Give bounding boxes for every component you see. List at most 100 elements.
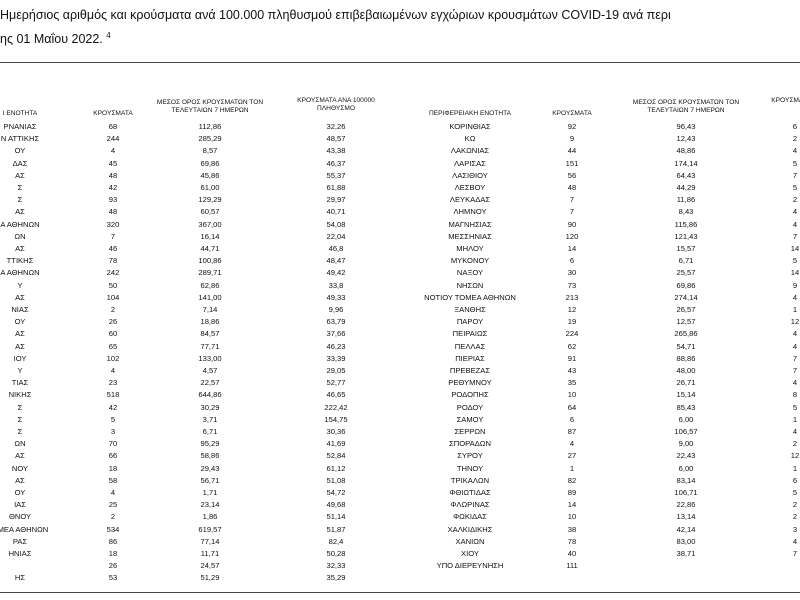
cell-value: 32,33: [326, 561, 346, 571]
cell-value: 46: [108, 244, 118, 253]
cell-value: 7: [792, 549, 798, 558]
cell-value: 4: [792, 341, 798, 351]
cell-value: 644,86: [198, 390, 222, 400]
region-name: ΤΡΙΚΑΛΩΝ: [450, 475, 490, 485]
cell-value: 534: [106, 524, 120, 534]
cell-value: 518: [106, 390, 120, 400]
region-name: ΤΗΝΟΥ: [456, 463, 484, 473]
cell-value: 95,29: [200, 439, 220, 449]
cell-value: 4: [792, 427, 798, 436]
cell-value: 6,71: [678, 256, 694, 266]
cell-value: 87: [567, 427, 577, 436]
rule: [0, 62, 800, 63]
cell-value: 1,71: [202, 488, 218, 497]
cell-value: 6: [792, 122, 798, 131]
cell-value: 174,14: [674, 158, 698, 168]
cell-value: 52,77: [326, 378, 346, 388]
region-name: Ν ΑΤΤΙΚΗΣ: [0, 134, 40, 144]
cell-value: 102: [106, 353, 120, 363]
column-header: ΜΕΣΟΣ ΟΡΟΣ ΚΡΟΥΣΜΑΤΩΝ ΤΟΝ ΤΕΛΕΥΤΑΙΩΝ 7 Η…: [156, 99, 264, 114]
region-name: ΟΜΕΑ ΑΘΗΝΩΝ: [0, 524, 49, 534]
region-name: ΦΩΚΙΔΑΣ: [453, 512, 487, 522]
cell-value: 5: [792, 158, 798, 168]
cell-value: 29,05: [326, 366, 346, 375]
cell-value: 32,26: [326, 122, 346, 131]
cell-value: 14: [567, 244, 577, 253]
title: Ημερήσιος αριθμός και κρούσματα ανά 100.…: [0, 8, 671, 22]
cell-value: 29,97: [326, 195, 346, 205]
cell-value: 111: [566, 561, 578, 571]
region-name: ΝΗΣΩΝ: [456, 280, 484, 290]
region-name: ΞΑΝΘΗΣ: [454, 305, 486, 314]
cell-value: 30,36: [326, 427, 346, 436]
cell-value: 285,29: [198, 134, 222, 144]
cell-value: 41,69: [326, 439, 346, 449]
cell-value: 90: [567, 219, 577, 229]
cell-value: 46,23: [326, 341, 346, 351]
cell-value: 33,39: [326, 353, 346, 363]
cell-value: 7: [792, 353, 798, 363]
region-name: ΟΥ: [14, 146, 26, 156]
region-name: ΑΣ: [15, 207, 25, 217]
region-name: ΟΥ: [14, 488, 26, 497]
cell-value: 9,00: [678, 439, 694, 449]
region-name: ΝΑΞΟΥ: [456, 268, 484, 278]
region-name: ΠΙΕΡΙΑΣ: [455, 353, 485, 363]
title-line: ης 01 Μαΐου 2022.: [0, 32, 103, 47]
cell-value: 27: [567, 451, 577, 461]
cell-value: 224: [565, 329, 579, 339]
column-header: ΚΡΟΥΣΜΑΤΑ: [93, 110, 133, 117]
column-header: ΚΡΟΥΣΜΑΤΑ: [552, 110, 592, 117]
cell-value: 60,57: [200, 207, 220, 217]
cell-value: 8: [792, 390, 798, 400]
region-name: ΠΕΙΡΑΙΩΣ: [452, 329, 488, 339]
region-name: ΤΤΙΚΗΣ: [6, 256, 34, 266]
cell-value: 141,00: [198, 292, 222, 302]
cell-value: 6: [569, 256, 575, 266]
region-name: ΚΩ: [464, 134, 476, 144]
region-name: Α ΑΘΗΝΩΝ: [0, 219, 40, 229]
region-name: Α ΑΘΗΝΩΝ: [0, 268, 40, 278]
cell-value: 6,71: [202, 427, 218, 436]
region-name: ΛΑΣΙΘΙΟΥ: [452, 170, 488, 180]
cell-value: 2: [792, 500, 798, 510]
cell-value: 5: [792, 402, 798, 412]
cell-value: 78: [108, 256, 118, 266]
cell-value: 78: [567, 536, 577, 546]
region-name: ΚΟΡΙΝΘΙΑΣ: [449, 122, 491, 131]
cell-value: 1: [792, 305, 798, 314]
cell-value: 61,88: [326, 183, 346, 192]
cell-value: 4: [110, 488, 116, 497]
region-name: ΣΕΡΡΩΝ: [454, 427, 486, 436]
cell-value: 50: [108, 280, 118, 290]
cell-value: 265,86: [674, 329, 698, 339]
cell-value: 10: [567, 390, 577, 400]
cell-value: 3: [110, 427, 116, 436]
column-header: ΜΕΣΟΣ ΟΡΟΣ ΚΡΟΥΣΜΑΤΩΝ ΤΟΝ ΤΕΛΕΥΤΑΙΩΝ 7 Η…: [632, 99, 740, 114]
cell-value: 51,29: [200, 573, 220, 583]
region-name: ΗΣ: [14, 573, 26, 583]
cell-value: 69,86: [200, 158, 220, 168]
cell-value: 19: [567, 317, 577, 327]
cell-value: 51,87: [326, 524, 346, 534]
cell-value: 48: [108, 170, 118, 180]
cell-value: 11,86: [676, 195, 696, 205]
cell-value: 33,8: [328, 280, 344, 290]
cell-value: 18: [108, 549, 118, 558]
cell-value: 46,8: [328, 244, 344, 253]
cell-value: 82: [567, 475, 577, 485]
cell-value: 115,86: [674, 219, 698, 229]
cell-value: 4: [792, 536, 798, 546]
region-name: ΛΑΚΩΝΙΑΣ: [450, 146, 490, 156]
region-name: ΙΟΥ: [13, 353, 27, 363]
region-name: Σ: [17, 414, 23, 424]
region-name: ΧΑΝΙΩΝ: [455, 536, 485, 546]
cell-value: 35,29: [326, 573, 346, 583]
cell-value: 9,96: [328, 305, 344, 314]
region-name: ΦΘΙΩΤΙΔΑΣ: [449, 488, 491, 497]
region-name: ΠΡΕΒΕΖΑΣ: [449, 366, 491, 375]
cell-value: 11,71: [200, 549, 220, 558]
cell-value: 106,71: [674, 488, 698, 497]
cell-value: 49,42: [326, 268, 346, 278]
cell-value: 13,14: [676, 512, 696, 522]
